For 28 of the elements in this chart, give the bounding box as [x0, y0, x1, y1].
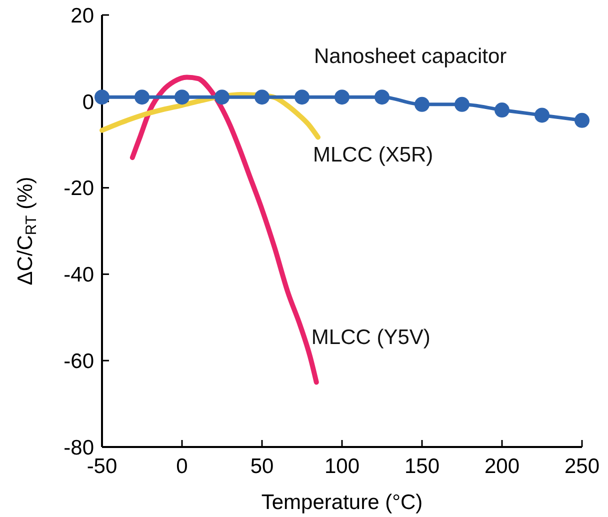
point — [174, 90, 190, 105]
x-axis-title: Temperature (°C) — [261, 491, 423, 514]
x-tick-label: 250 — [564, 455, 600, 478]
point — [454, 96, 470, 112]
y-tick-label: -60 — [64, 350, 94, 373]
x-tick-label: 50 — [250, 455, 274, 478]
series-label: MLCC (Y5V) — [311, 326, 430, 350]
x-tick-label: 150 — [404, 455, 440, 478]
y-tick-label: 0 — [82, 90, 94, 114]
y-tick-label: 20 — [70, 4, 94, 28]
point — [534, 108, 550, 123]
point — [334, 90, 350, 105]
point — [134, 90, 150, 105]
point — [374, 90, 390, 105]
point — [294, 90, 310, 105]
x-tick-label: 100 — [324, 455, 360, 478]
y-tick-label: -40 — [64, 264, 94, 287]
series-label: Nanosheet capacitor — [314, 45, 507, 68]
point — [254, 90, 270, 105]
y-tick-label: -20 — [64, 177, 94, 200]
series-label: MLCC (X5R) — [313, 143, 434, 166]
x-tick-label: 200 — [484, 455, 520, 478]
point — [94, 90, 110, 105]
point — [494, 102, 510, 118]
point — [214, 90, 230, 105]
point — [414, 96, 430, 112]
point — [574, 112, 590, 128]
x-tick-label: 0 — [176, 455, 188, 478]
